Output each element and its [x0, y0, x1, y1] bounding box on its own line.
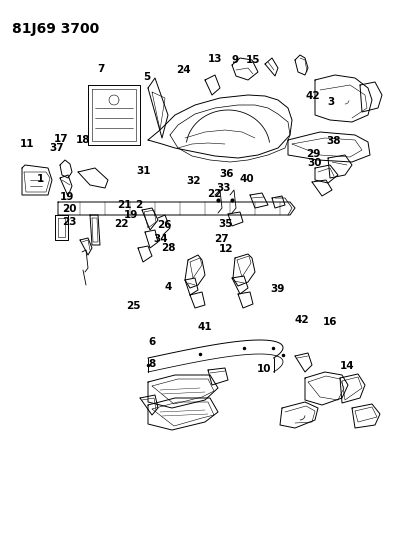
Text: 4: 4: [165, 282, 172, 292]
Text: 41: 41: [197, 322, 212, 332]
Text: 3: 3: [328, 98, 335, 107]
Text: 32: 32: [186, 176, 201, 186]
Text: 33: 33: [216, 183, 231, 192]
Text: 24: 24: [176, 66, 191, 75]
Text: 34: 34: [153, 234, 168, 244]
Text: 10: 10: [257, 364, 272, 374]
Text: 36: 36: [219, 169, 234, 179]
Text: 30: 30: [307, 158, 322, 168]
Text: 13: 13: [207, 54, 222, 63]
Text: 11: 11: [19, 139, 34, 149]
Text: 5: 5: [143, 72, 150, 82]
Text: 28: 28: [161, 244, 176, 253]
Text: 19: 19: [60, 192, 74, 202]
Text: 42: 42: [306, 91, 320, 101]
Text: 39: 39: [271, 284, 285, 294]
Text: 8: 8: [148, 359, 156, 368]
Text: 22: 22: [114, 219, 129, 229]
Text: 2: 2: [135, 200, 142, 210]
Text: 17: 17: [54, 134, 69, 143]
Text: 15: 15: [245, 55, 260, 64]
Text: 27: 27: [214, 234, 228, 244]
Text: 21: 21: [117, 200, 132, 210]
Text: 31: 31: [136, 166, 151, 175]
Text: 1: 1: [37, 174, 44, 183]
Text: 81J69 3700: 81J69 3700: [12, 22, 99, 36]
Text: 26: 26: [157, 220, 172, 230]
Text: 37: 37: [50, 143, 64, 153]
Text: 35: 35: [218, 219, 233, 229]
Text: 38: 38: [326, 136, 341, 146]
Text: 6: 6: [148, 337, 156, 347]
Text: 16: 16: [322, 317, 337, 327]
Text: 20: 20: [62, 204, 77, 214]
Text: 42: 42: [294, 315, 309, 325]
Text: 29: 29: [306, 149, 320, 158]
Text: 9: 9: [231, 55, 238, 64]
Text: 12: 12: [219, 244, 234, 254]
Text: 18: 18: [75, 135, 90, 144]
Text: 19: 19: [124, 211, 138, 220]
Text: 14: 14: [339, 361, 354, 370]
Text: 22: 22: [206, 189, 221, 199]
Text: 40: 40: [240, 174, 254, 184]
Text: 25: 25: [126, 302, 140, 311]
Text: 7: 7: [97, 64, 105, 74]
Text: 23: 23: [62, 217, 77, 227]
